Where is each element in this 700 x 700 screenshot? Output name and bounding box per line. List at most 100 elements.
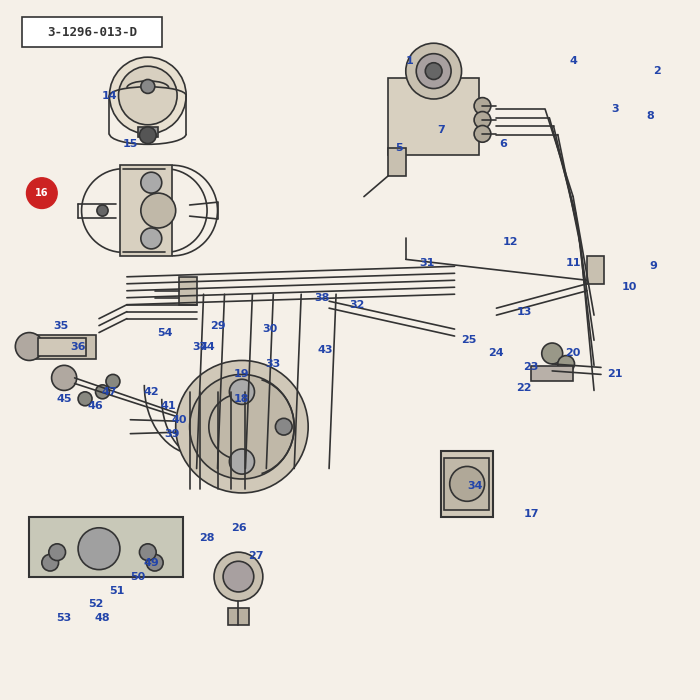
- Circle shape: [416, 54, 451, 88]
- Text: 5: 5: [395, 143, 402, 153]
- Circle shape: [78, 528, 120, 570]
- Text: 48: 48: [94, 613, 111, 624]
- Text: 41: 41: [161, 401, 176, 411]
- Circle shape: [449, 466, 484, 501]
- Text: 45: 45: [57, 394, 72, 404]
- Circle shape: [474, 97, 491, 114]
- Circle shape: [27, 178, 57, 209]
- Text: 17: 17: [524, 509, 539, 519]
- Circle shape: [426, 63, 442, 80]
- Text: 36: 36: [70, 342, 86, 351]
- Circle shape: [230, 449, 255, 474]
- Text: 52: 52: [88, 599, 103, 610]
- Circle shape: [118, 66, 177, 125]
- Circle shape: [230, 379, 255, 405]
- Text: 47: 47: [102, 387, 118, 397]
- Text: 1: 1: [405, 56, 413, 66]
- Circle shape: [214, 552, 262, 601]
- Circle shape: [406, 43, 461, 99]
- Text: 35: 35: [53, 321, 69, 330]
- Text: 3-1296-013-D: 3-1296-013-D: [47, 26, 137, 38]
- Circle shape: [49, 544, 66, 561]
- Text: 24: 24: [489, 349, 504, 358]
- Circle shape: [78, 392, 92, 406]
- Text: 7: 7: [437, 125, 444, 135]
- Circle shape: [139, 544, 156, 561]
- Text: 37: 37: [193, 342, 208, 351]
- Bar: [120, 165, 172, 256]
- Text: 49: 49: [144, 558, 159, 568]
- Bar: [389, 148, 406, 176]
- Text: 28: 28: [199, 533, 215, 543]
- Text: 8: 8: [646, 111, 654, 121]
- Bar: [179, 276, 197, 304]
- Circle shape: [139, 127, 156, 144]
- Text: 40: 40: [172, 414, 187, 425]
- Text: 21: 21: [607, 370, 623, 379]
- Text: 51: 51: [108, 585, 124, 596]
- Circle shape: [95, 385, 109, 399]
- Text: 33: 33: [266, 359, 281, 369]
- Circle shape: [542, 343, 563, 364]
- Text: 15: 15: [122, 139, 138, 149]
- Text: 53: 53: [57, 613, 72, 624]
- Text: 26: 26: [230, 523, 246, 533]
- Bar: [444, 458, 489, 510]
- Text: 16: 16: [35, 188, 48, 198]
- Text: 22: 22: [517, 384, 532, 393]
- Text: 13: 13: [517, 307, 532, 316]
- Text: 12: 12: [503, 237, 518, 247]
- Text: 20: 20: [566, 349, 581, 358]
- Bar: [440, 451, 493, 517]
- Text: 54: 54: [158, 328, 173, 337]
- Bar: [531, 366, 573, 382]
- Text: 29: 29: [210, 321, 225, 330]
- Bar: [22, 18, 162, 47]
- Text: 43: 43: [318, 345, 333, 355]
- Circle shape: [15, 332, 43, 360]
- Text: 30: 30: [262, 324, 277, 334]
- Text: 27: 27: [248, 551, 264, 561]
- Text: 14: 14: [102, 90, 118, 101]
- Bar: [38, 338, 86, 356]
- Text: 10: 10: [621, 282, 636, 293]
- Text: 3: 3: [611, 104, 619, 115]
- Text: 2: 2: [653, 66, 661, 76]
- Text: 19: 19: [234, 370, 250, 379]
- Bar: [389, 78, 479, 155]
- Circle shape: [106, 374, 120, 388]
- Text: 50: 50: [130, 572, 145, 582]
- Text: 44: 44: [199, 342, 215, 351]
- Circle shape: [141, 80, 155, 93]
- Text: 25: 25: [461, 335, 476, 344]
- Circle shape: [97, 205, 108, 216]
- Bar: [228, 608, 249, 625]
- Text: 31: 31: [419, 258, 435, 268]
- Circle shape: [52, 365, 77, 391]
- Bar: [29, 517, 183, 577]
- Circle shape: [176, 360, 308, 493]
- Text: 38: 38: [314, 293, 330, 302]
- Circle shape: [223, 561, 254, 592]
- Circle shape: [146, 554, 163, 571]
- Text: 11: 11: [566, 258, 581, 268]
- Text: 9: 9: [650, 261, 657, 272]
- Circle shape: [42, 554, 59, 571]
- Circle shape: [474, 111, 491, 128]
- Bar: [29, 335, 95, 359]
- Bar: [138, 127, 158, 137]
- Text: 23: 23: [524, 363, 539, 372]
- Circle shape: [109, 57, 186, 134]
- Circle shape: [275, 419, 292, 435]
- Circle shape: [558, 356, 575, 372]
- Text: 4: 4: [569, 56, 577, 66]
- Circle shape: [141, 228, 162, 249]
- Text: 39: 39: [164, 428, 180, 439]
- Text: 18: 18: [234, 394, 250, 404]
- Circle shape: [141, 193, 176, 228]
- Circle shape: [474, 125, 491, 142]
- Circle shape: [141, 172, 162, 193]
- Text: 32: 32: [349, 300, 365, 309]
- Circle shape: [190, 374, 294, 479]
- Text: 6: 6: [500, 139, 507, 149]
